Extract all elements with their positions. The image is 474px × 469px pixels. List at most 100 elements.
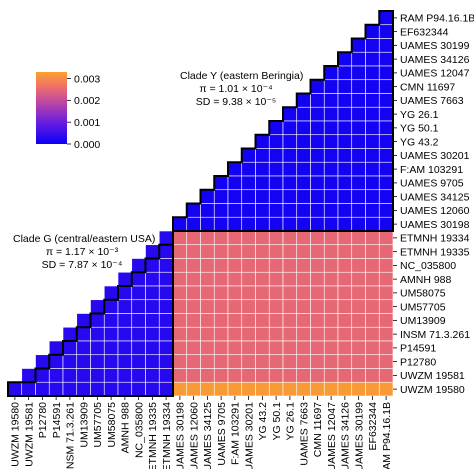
column-label: UAMES 9705: [216, 402, 228, 466]
heatmap-cell: [378, 299, 394, 314]
row-label: UAMES 34125: [400, 191, 470, 203]
heatmap-cell: [117, 381, 133, 397]
heatmap-cell: [213, 340, 229, 356]
heatmap-cell: [337, 148, 353, 163]
heatmap-cell: [268, 120, 284, 136]
heatmap-cell: [186, 230, 201, 246]
heatmap-cell: [255, 134, 270, 149]
heatmap-cells: [7, 10, 394, 397]
heatmap-cell: [255, 203, 270, 218]
colorbar-tick-label: 0.002: [74, 95, 100, 107]
row-label: YG 43.2: [400, 136, 439, 148]
heatmap-cell: [241, 216, 256, 232]
heatmap-cell: [227, 271, 243, 287]
heatmap-cell: [365, 134, 380, 149]
heatmap-cell: [337, 65, 353, 81]
heatmap-cell: [296, 340, 311, 356]
heatmap-cell: [337, 175, 353, 191]
heatmap-cell: [131, 368, 146, 383]
heatmap-cell: [227, 244, 243, 259]
heatmap-cell: [172, 230, 188, 246]
column-label: YG 50.1: [271, 402, 283, 441]
heatmap-cell: [323, 230, 339, 246]
heatmap-cell: [365, 271, 380, 287]
heatmap-cell: [90, 368, 105, 383]
heatmap-cell: [310, 381, 325, 397]
heatmap-cell: [213, 326, 229, 342]
heatmap-cell: [323, 134, 339, 149]
heatmap-cell: [255, 244, 270, 259]
heatmap-cell: [268, 244, 284, 259]
heatmap-cell: [227, 354, 243, 369]
heatmap-cell: [172, 313, 188, 328]
heatmap-cell: [378, 24, 394, 39]
heatmap-cell: [200, 258, 215, 273]
heatmap-cell: [200, 381, 215, 397]
heatmap-cell: [241, 368, 256, 383]
heatmap-cell: [131, 326, 146, 342]
heatmap-cell: [351, 148, 366, 163]
column-labels: UWZM 19580 UWZM 19581 P12780 P14591 INSM 71.…: [10, 396, 393, 469]
clade-g-border: [7, 231, 174, 397]
heatmap-cell: [296, 93, 311, 108]
heatmap-cell: [241, 161, 256, 177]
heatmap-cell: [186, 299, 201, 314]
heatmap-cell: [337, 120, 353, 136]
heatmap-cell: [158, 381, 174, 397]
heatmap-cell: [310, 285, 325, 301]
column-label: UAMES 7663: [298, 402, 310, 466]
heatmap-cell: [131, 271, 146, 287]
heatmap-cell: [186, 381, 201, 397]
heatmap-cell: [117, 313, 133, 328]
heatmap-cell: [365, 313, 380, 328]
heatmap-cell: [337, 258, 353, 273]
heatmap-cell: [337, 340, 353, 356]
row-label: P12780: [400, 356, 436, 368]
heatmap-cell: [200, 216, 215, 232]
heatmap-cell: [48, 381, 64, 397]
heatmap-cell: [268, 340, 284, 356]
heatmap-cell: [378, 120, 394, 136]
column-label: CMN 11697: [312, 402, 324, 457]
heatmap-cell: [213, 285, 229, 301]
heatmap-cell: [241, 313, 256, 328]
column-label: AMNH 988: [120, 402, 132, 454]
heatmap-cell: [351, 106, 366, 122]
heatmap-cell: [323, 203, 339, 218]
heatmap-cell: [21, 381, 36, 397]
row-label: UAMES 12047: [400, 68, 470, 80]
heatmap-cell: [241, 203, 256, 218]
heatmap-cell: [282, 340, 298, 356]
heatmap-cell: [145, 313, 160, 328]
heatmap-cell: [365, 244, 380, 259]
heatmap-cell: [227, 340, 243, 356]
column-label: P14591: [51, 402, 63, 438]
heatmap-cell: [213, 216, 229, 232]
heatmap-cell: [117, 271, 133, 287]
heatmap-cell: [351, 161, 366, 177]
heatmap-cell: [296, 106, 311, 122]
row-label: UAMES 7663: [400, 95, 464, 107]
heatmap-cell: [90, 354, 105, 369]
heatmap-cell: [200, 368, 215, 383]
heatmap-cell: [337, 79, 353, 94]
heatmap-cell: [172, 340, 188, 356]
column-label: ETMNH 19335: [147, 402, 159, 469]
heatmap-cell: [7, 381, 23, 397]
heatmap-cell: [35, 354, 50, 369]
heatmap-cell: [365, 189, 380, 204]
heatmap-cell: [282, 244, 298, 259]
heatmap-cell: [76, 340, 91, 356]
row-label: UM57705: [400, 301, 446, 313]
heatmap-cell: [337, 203, 353, 218]
heatmap-cell: [241, 299, 256, 314]
heatmap-cell: [227, 189, 243, 204]
heatmap-cell: [145, 285, 160, 301]
heatmap-cell: [282, 258, 298, 273]
heatmap-cell: [227, 368, 243, 383]
clade-y-pi: π = 1.01 × 10⁻⁴: [199, 83, 273, 95]
heatmap-cell: [296, 216, 311, 232]
heatmap-cell: [351, 134, 366, 149]
heatmap-cell: [378, 106, 394, 122]
